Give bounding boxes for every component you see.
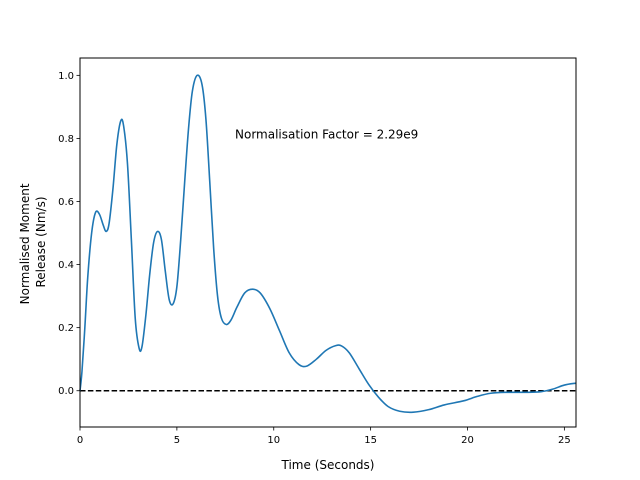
series-line bbox=[79, 74, 577, 414]
y-tick-label: 0.4 bbox=[58, 260, 74, 271]
x-tick-label: 10 bbox=[267, 435, 280, 446]
y-tick-label: 0.0 bbox=[58, 386, 74, 397]
y-tick-label: 1.0 bbox=[58, 71, 74, 82]
y-tick-label: 0.6 bbox=[58, 197, 74, 208]
y-tick-label: 0.2 bbox=[58, 323, 74, 334]
axis-ticks: 0 5 10 15 20 25 0.0 0.2 0.4 0.6 0.8 1.0 bbox=[58, 71, 571, 446]
plot-frame bbox=[79, 57, 577, 428]
y-axis-label: Normalised Moment Release (Nm/s) bbox=[18, 180, 48, 305]
annotation-text: Normalisation Factor = 2.29e9 bbox=[235, 127, 418, 141]
x-tick-label: 20 bbox=[461, 435, 474, 446]
x-tick-label: 0 bbox=[77, 435, 83, 446]
x-tick-label: 15 bbox=[364, 435, 377, 446]
y-axis-label-line-1: Normalised Moment bbox=[18, 183, 32, 304]
x-tick-label: 25 bbox=[558, 435, 571, 446]
x-tick-label: 5 bbox=[174, 435, 180, 446]
y-axis-label-line-2: Release (Nm/s) bbox=[34, 196, 48, 287]
x-axis-label: Time (Seconds) bbox=[281, 458, 375, 472]
series-layer bbox=[79, 74, 577, 414]
y-tick-label: 0.8 bbox=[58, 134, 74, 145]
